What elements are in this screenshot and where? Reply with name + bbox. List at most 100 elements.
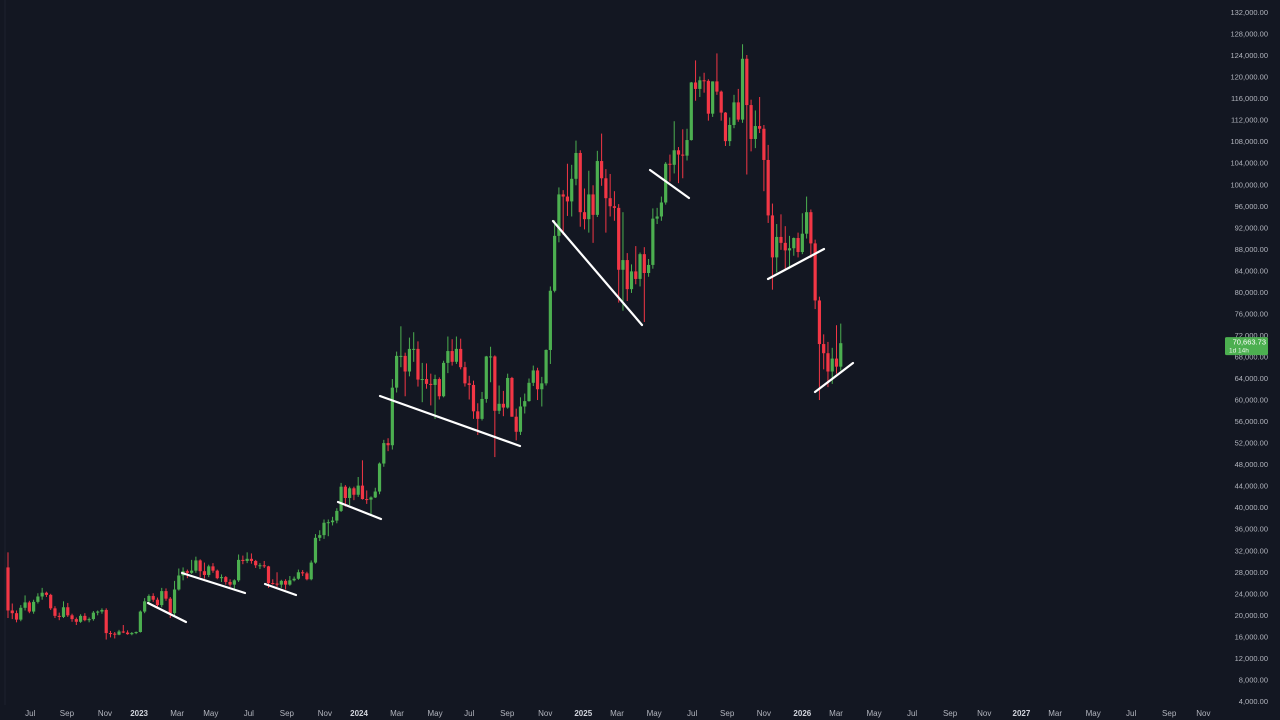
candle-body [160,591,164,606]
candle-body [369,497,373,500]
candle-body [6,567,10,611]
candle-body [412,348,416,350]
candle-body [642,254,646,274]
candle-body [130,633,134,635]
x-tick-label: Sep [280,709,295,718]
candle-body [783,242,787,251]
candle-body [629,271,634,290]
candle-body [151,595,155,600]
candle-body [339,486,343,511]
y-tick-label: 64,000.00 [1235,374,1268,383]
candle-body [510,377,514,417]
candle-body [655,216,659,219]
candle-body [66,607,70,616]
y-tick-label: 8,000.00 [1239,675,1268,684]
x-tick-label: Sep [60,709,75,718]
candle-body [258,565,262,567]
candle-body [527,382,531,402]
candle-body [800,233,804,253]
candle-body [40,592,44,597]
candle-body [207,566,211,575]
candle-body [10,610,14,614]
candle-body [454,348,459,362]
candle-body [113,633,117,635]
x-tick-label: Sep [500,709,515,718]
candle-body [138,611,142,633]
candle-body [420,379,424,381]
candle-body [19,607,23,620]
candle-body [775,236,779,258]
x-tick-label: 2026 [793,709,811,718]
x-tick-label: Sep [943,709,958,718]
candle-body [698,80,702,89]
candle-body [83,615,87,621]
candle-body [681,154,685,156]
candle-body [574,152,578,179]
candle-body [796,238,800,253]
candle-body [544,349,548,384]
candle-body [275,583,279,585]
y-tick-label: 12,000.00 [1235,654,1268,663]
candle-body [450,351,454,362]
candle-body [715,81,719,92]
y-tick-label: 56,000.00 [1235,417,1268,426]
candle-body [608,198,612,207]
x-tick-label: 2023 [130,709,148,718]
candle-body [190,570,194,573]
candle-body [74,619,78,622]
y-tick-label: 108,000.00 [1230,137,1268,146]
candle-body [753,126,757,139]
candle-body [266,566,271,584]
axes: 132,000.00 128,000.00 124,000.00 120,000.00… [25,8,1268,718]
last-price-tag [1225,337,1268,356]
candle-body [565,196,570,202]
candle-body [143,601,147,612]
candle-body [548,290,552,350]
candle-body [395,355,399,388]
trendline [648,168,691,200]
candle-body [497,403,501,411]
x-tick-label: May [427,709,442,718]
candle-body [493,356,497,411]
candles [6,44,843,640]
candle-body [582,212,587,220]
x-tick-label: Nov [538,709,552,718]
y-tick-label: 68,000.00 [1235,352,1268,361]
candle-body [719,91,723,113]
candle-body [826,353,830,372]
y-tick-label: 60,000.00 [1235,396,1268,405]
candle-body [433,379,437,385]
candle-body [164,591,168,599]
y-tick-label: 52,000.00 [1235,439,1268,448]
y-tick-label: 132,000.00 [1230,8,1268,17]
candle-body [283,580,288,585]
y-tick-label: 24,000.00 [1235,589,1268,598]
candle-body [271,583,275,585]
candle-body [224,577,228,582]
candle-body [804,212,809,234]
y-tick-label: 116,000.00 [1231,94,1268,103]
trendline [813,361,855,394]
candle-body [578,152,582,213]
candle-body [561,194,565,197]
candle-body [352,488,356,495]
x-tick-label: Jul [244,709,254,718]
candle-body [100,609,104,612]
y-tick-label: 100,000.00 [1230,180,1268,189]
y-tick-label: 84,000.00 [1235,266,1268,275]
candle-body [202,571,207,575]
x-tick-label: Jul [25,709,35,718]
candle-body [292,578,296,581]
trendline [766,247,826,281]
candle-body [348,488,352,498]
trendline [180,571,247,595]
candle-body [117,631,121,635]
y-tick-label: 80,000.00 [1235,288,1268,297]
y-tick-label: 92,000.00 [1235,223,1268,232]
candle-body [638,254,642,279]
candle-body [147,595,151,602]
x-tick-label: Nov [757,709,771,718]
y-tick-label: 16,000.00 [1235,632,1268,641]
y-tick-label: 72,000.00 [1235,331,1268,340]
